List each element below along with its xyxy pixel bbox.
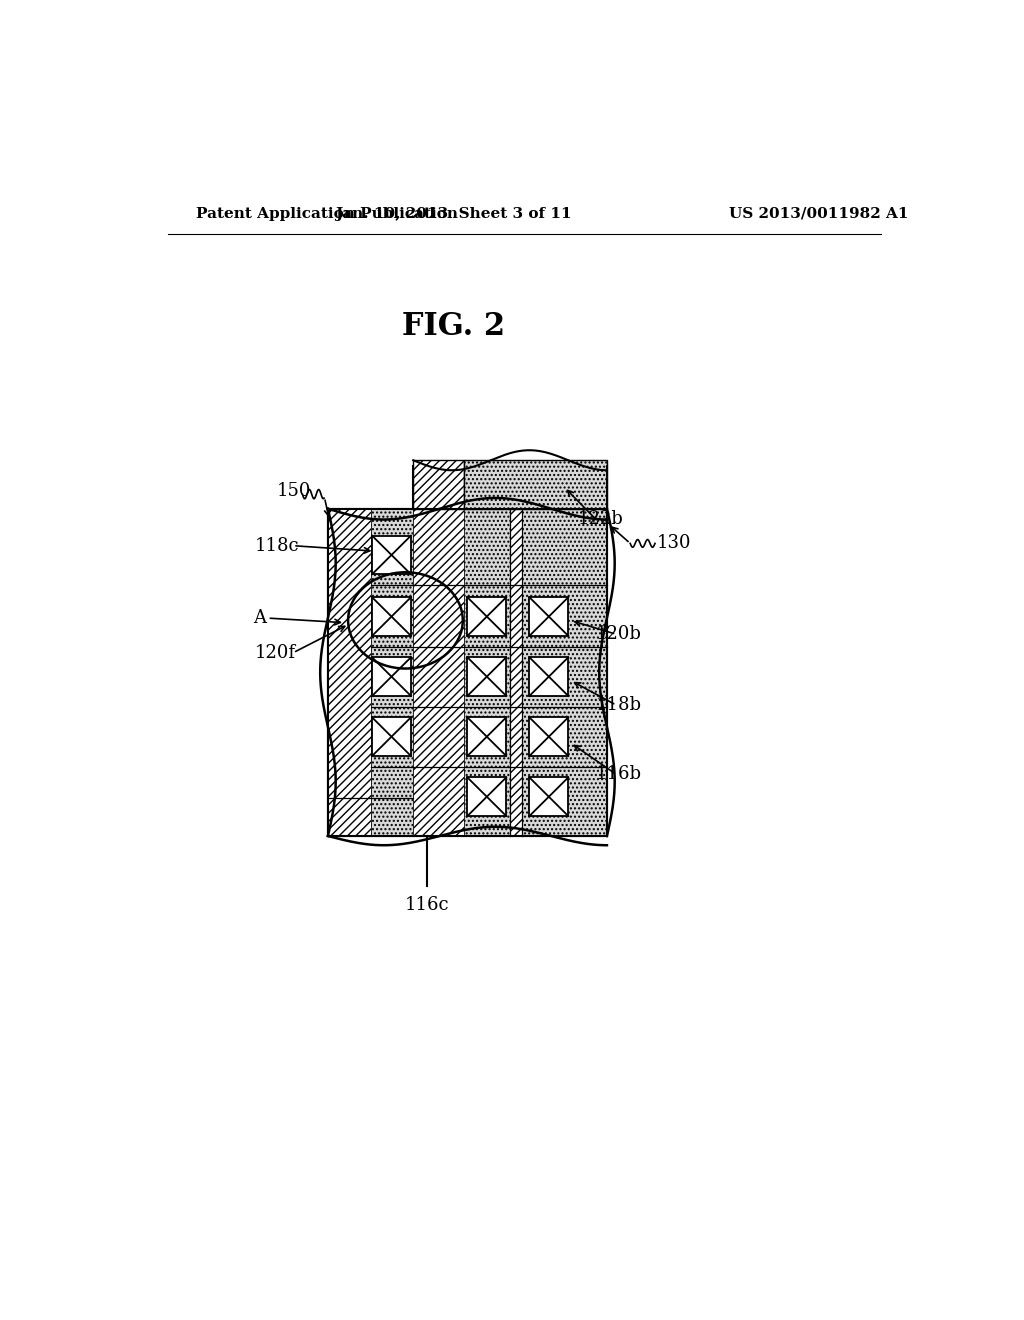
Bar <box>521 508 607 836</box>
Text: FIG. 2: FIG. 2 <box>402 310 505 342</box>
Bar <box>529 597 568 636</box>
Bar <box>372 657 411 696</box>
Bar <box>467 777 506 816</box>
Text: Patent Application Publication: Patent Application Publication <box>197 207 458 220</box>
Bar <box>372 597 411 636</box>
Text: Jan. 10, 2013  Sheet 3 of 11: Jan. 10, 2013 Sheet 3 of 11 <box>335 207 571 220</box>
Bar <box>467 718 506 756</box>
Bar <box>372 536 411 574</box>
Bar <box>467 657 506 696</box>
Bar <box>529 718 568 756</box>
Bar <box>414 461 464 508</box>
Text: A: A <box>253 609 266 627</box>
Bar <box>328 508 607 836</box>
Bar <box>464 461 607 508</box>
Text: 122b: 122b <box>578 510 624 528</box>
Text: US 2013/0011982 A1: US 2013/0011982 A1 <box>729 207 909 220</box>
Bar <box>371 508 414 836</box>
Bar <box>464 508 510 836</box>
Bar <box>529 777 568 816</box>
Text: 120f: 120f <box>254 644 295 661</box>
Text: 120b: 120b <box>596 626 642 643</box>
Bar <box>328 508 371 836</box>
Bar <box>328 508 607 836</box>
Text: 116c: 116c <box>404 896 450 915</box>
Text: 130: 130 <box>656 535 691 552</box>
Text: 118c: 118c <box>254 537 299 554</box>
Bar <box>467 597 506 636</box>
Text: 150: 150 <box>276 482 311 500</box>
Bar <box>510 508 521 836</box>
Bar <box>529 657 568 696</box>
Bar <box>372 718 411 756</box>
Bar <box>414 508 464 836</box>
Text: 116b: 116b <box>596 766 642 783</box>
Text: 118b: 118b <box>596 696 642 714</box>
